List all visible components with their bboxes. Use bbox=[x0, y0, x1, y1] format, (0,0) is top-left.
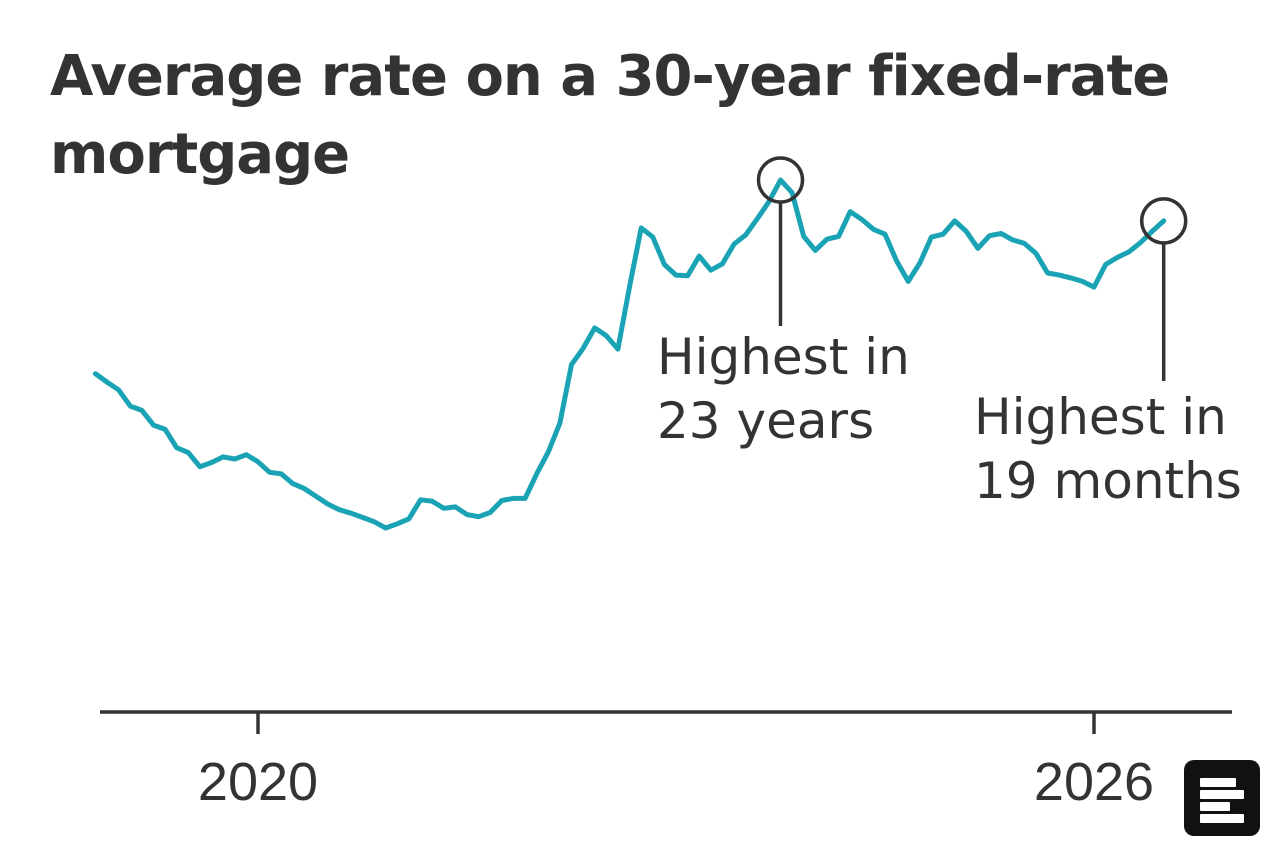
x-tick-label-2026: 2026 bbox=[1034, 752, 1154, 812]
series-layer bbox=[92, 177, 1167, 531]
x-tick-label-2020: 2020 bbox=[198, 752, 318, 812]
annotation-label-0-0: Highest in bbox=[657, 328, 910, 386]
series-line-0 bbox=[92, 177, 1167, 531]
chart-title: Average rate on a 30-year fixed-rate mor… bbox=[50, 44, 1170, 187]
logo-icon bbox=[1184, 760, 1260, 836]
annotation-label-1-0: Highest in bbox=[974, 388, 1227, 446]
annotation-label-0-1: 23 years bbox=[657, 392, 874, 450]
annotation-label-1-1: 19 months bbox=[974, 452, 1242, 510]
annotation-layer: Highest in 23 years Highest in 19 months bbox=[657, 156, 1242, 510]
x-axis: 2020 2026 bbox=[100, 710, 1232, 812]
